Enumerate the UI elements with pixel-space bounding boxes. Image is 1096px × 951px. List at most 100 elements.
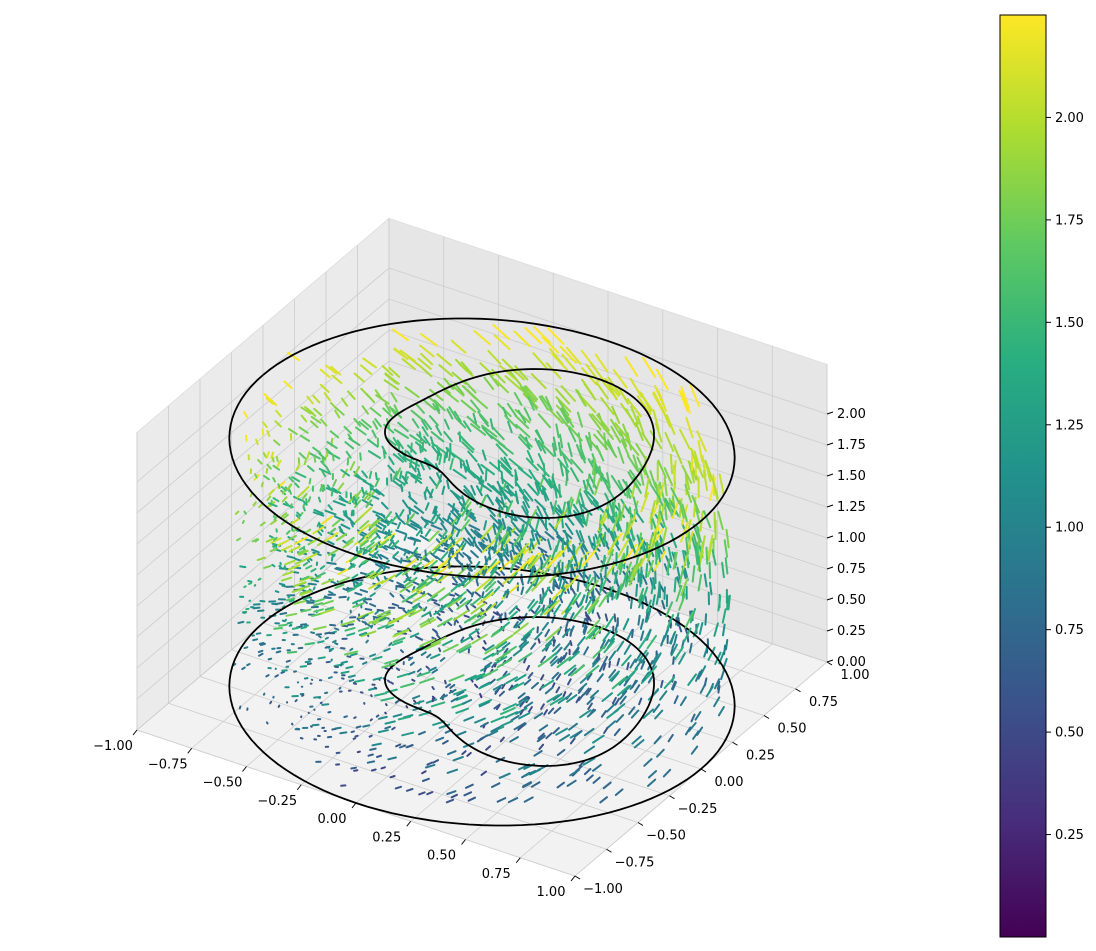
quiver-arrow xyxy=(470,399,481,413)
quiver-arrow xyxy=(514,414,530,429)
x-tick-label: −0.25 xyxy=(257,794,297,809)
quiver-arrow xyxy=(399,349,416,362)
quiver-arrow xyxy=(438,647,442,653)
quiver-arrow xyxy=(421,770,427,775)
quiver-arrow xyxy=(440,551,449,561)
quiver-arrow xyxy=(551,614,556,624)
quiver-arrow xyxy=(416,581,427,590)
quiver-arrow xyxy=(375,714,380,718)
quiver-arrow xyxy=(452,540,462,549)
quiver-arrow xyxy=(497,580,504,587)
quiver-arrow xyxy=(665,414,676,435)
gridline-z-right xyxy=(388,422,828,570)
quiver-arrow xyxy=(397,606,405,610)
quiver-arrow xyxy=(361,470,368,479)
z-tick-label: 0.00 xyxy=(837,655,866,670)
quiver-arrow xyxy=(638,697,643,706)
y-tick-label: 0.75 xyxy=(809,695,838,710)
quiver-arrow xyxy=(461,699,473,705)
quiver-arrow xyxy=(393,347,409,360)
quiver-arrow xyxy=(407,606,419,613)
quiver-arrow xyxy=(506,500,514,514)
quiver-arrow xyxy=(368,734,373,738)
quiver-arrow xyxy=(288,545,301,553)
y-tick-label: −1.00 xyxy=(583,882,623,897)
quiver-arrow xyxy=(446,790,457,795)
quiver-arrow xyxy=(678,389,689,412)
quiver-arrow xyxy=(515,619,524,629)
quiver-arrow xyxy=(654,652,662,664)
quiver-arrow xyxy=(372,676,383,681)
quiver-arrow xyxy=(631,735,642,745)
quiver-arrow xyxy=(325,532,339,542)
quiver-arrow xyxy=(365,541,375,549)
quiver-arrow xyxy=(426,653,432,659)
quiver-arrow xyxy=(340,397,349,407)
quiver-arrow xyxy=(304,660,311,664)
quiver-arrow xyxy=(266,495,272,502)
quiver-arrow xyxy=(305,498,308,504)
quiver-arrow xyxy=(382,565,387,572)
quiver-arrow xyxy=(625,571,632,588)
quiver-arrow xyxy=(500,541,504,552)
z-tick-label: 1.00 xyxy=(837,531,866,546)
quiver-arrow xyxy=(407,627,412,633)
quiver-arrow xyxy=(586,436,601,453)
quiver-arrow xyxy=(558,734,571,742)
quiver-arrow xyxy=(523,488,534,502)
quiver-arrow xyxy=(713,622,719,637)
quiver-arrow xyxy=(354,498,358,506)
quiver-arrow xyxy=(332,500,346,507)
quiver-arrow xyxy=(564,466,569,481)
quiver-arrow xyxy=(447,550,452,558)
quiver-arrow xyxy=(415,528,423,537)
quiver-arrow xyxy=(429,476,437,487)
quiver-arrow xyxy=(452,507,461,518)
quiver-arrow xyxy=(517,692,526,699)
quiver-arrow xyxy=(707,534,714,556)
quiver-arrow xyxy=(384,667,389,670)
quiver-arrow xyxy=(522,501,529,514)
quiver-arrow xyxy=(421,419,429,431)
y-tick-label: 0.50 xyxy=(778,722,807,737)
quiver-arrow xyxy=(431,668,438,674)
quiver-arrow xyxy=(617,538,630,558)
quiver-arrow xyxy=(280,512,288,518)
quiver-arrow xyxy=(432,505,437,515)
quiver-arrow xyxy=(559,433,564,449)
quiver-arrow xyxy=(611,405,621,424)
quiver-arrow xyxy=(586,709,597,718)
quiver-arrow xyxy=(317,496,322,503)
quiver-arrow xyxy=(360,630,377,638)
quiver-arrow xyxy=(629,538,636,553)
quiver-arrow xyxy=(570,458,584,474)
quiver-arrow xyxy=(352,602,365,609)
quiver-arrow xyxy=(570,563,573,576)
quiver-arrow xyxy=(599,796,608,804)
quiver-arrow xyxy=(274,674,279,678)
quiver-arrow xyxy=(592,763,602,772)
quiver-arrow xyxy=(475,577,479,587)
quiver-arrow xyxy=(525,581,535,594)
quiver-arrow xyxy=(504,414,518,429)
quiver-arrow xyxy=(652,409,660,430)
quiver-arrow xyxy=(626,667,638,680)
quiver-arrow xyxy=(385,624,395,629)
quiver-arrow xyxy=(695,525,702,543)
quiver-arrow xyxy=(382,407,393,418)
quiver-arrow xyxy=(399,509,405,517)
quiver-arrow xyxy=(455,707,469,714)
y-tick-mark xyxy=(826,661,833,666)
quiver-arrow xyxy=(590,362,605,382)
quiver-arrow xyxy=(487,545,492,555)
quiver-arrow xyxy=(489,514,500,525)
quiver-arrow xyxy=(575,696,581,704)
quiver-arrow xyxy=(434,506,438,515)
quiver-arrow xyxy=(273,536,278,542)
quiver-arrow xyxy=(557,695,570,704)
quiver-arrow xyxy=(419,638,436,647)
quiver-arrow xyxy=(572,605,584,620)
quiver-arrow xyxy=(243,411,249,419)
quiver-arrow xyxy=(690,745,699,755)
